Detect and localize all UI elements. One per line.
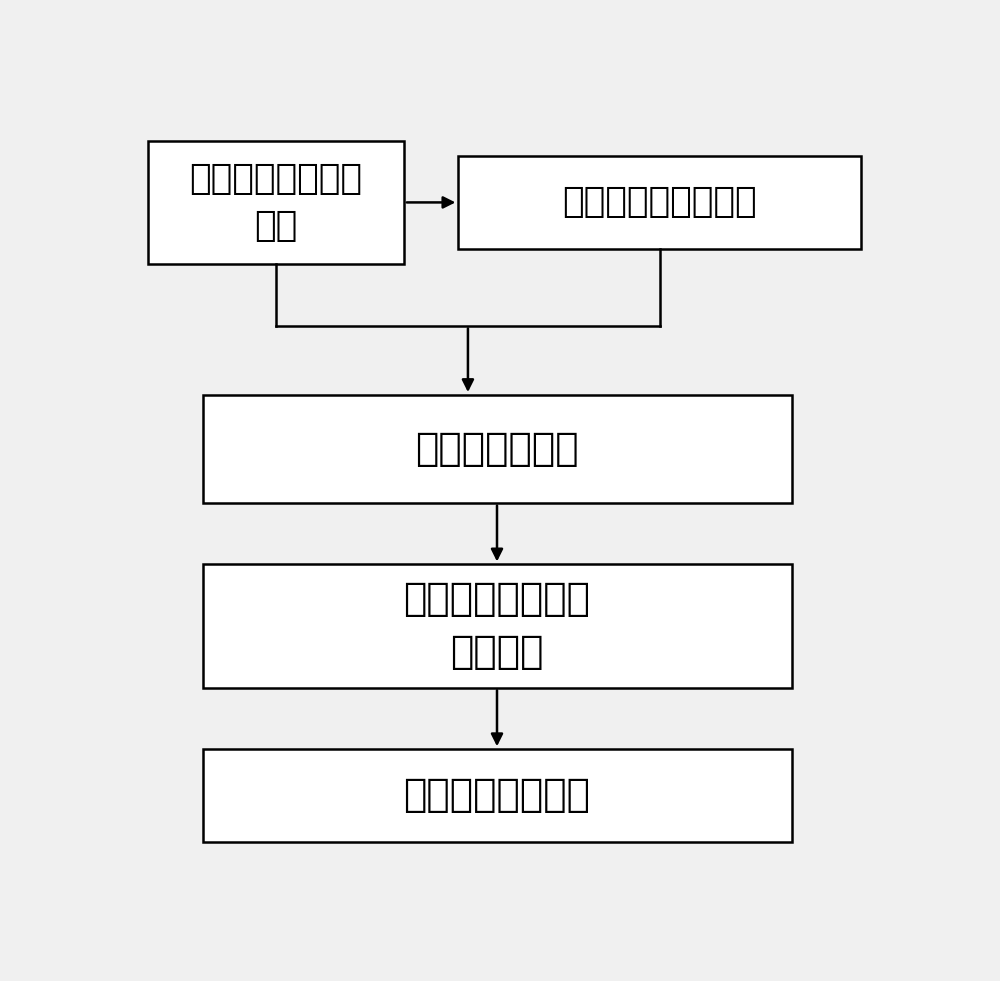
Text: 测试数据的获取与
处理: 测试数据的获取与 处理: [190, 162, 363, 243]
Text: 轴承故障率与可靠
度的计算: 轴承故障率与可靠 度的计算: [404, 581, 590, 671]
Bar: [202, 564, 792, 688]
Bar: [202, 395, 792, 502]
Text: 轴承可靠性的评估: 轴承可靠性的评估: [404, 776, 590, 814]
Text: 振动特征参数的计算: 振动特征参数的计算: [562, 185, 757, 220]
Bar: [202, 749, 792, 842]
Text: 比例故障率模型: 比例故障率模型: [415, 430, 579, 468]
Bar: [148, 141, 404, 264]
Bar: [458, 156, 861, 248]
